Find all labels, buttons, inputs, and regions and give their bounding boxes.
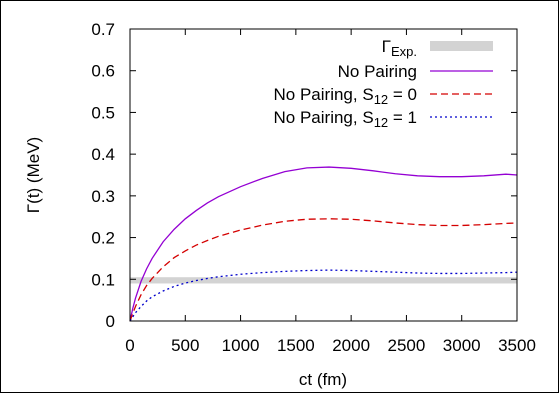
x-tick-label: 1000 <box>222 336 260 355</box>
legend-label-2: No Pairing, S12 = 1 <box>274 108 417 130</box>
y-tick-label: 0.3 <box>91 187 115 206</box>
x-tick-label: 3000 <box>443 336 481 355</box>
series-line-2 <box>129 269 518 322</box>
legend-swatch-band <box>430 41 493 51</box>
x-tick-label: 1500 <box>277 336 315 355</box>
band-exp <box>130 277 517 284</box>
series-line-0 <box>129 166 518 322</box>
y-tick-label: 0.6 <box>91 62 115 81</box>
x-tick-label: 0 <box>125 336 134 355</box>
y-tick-label: 0.4 <box>91 145 115 164</box>
y-tick-label: 0.2 <box>91 229 115 248</box>
y-tick-label: 0 <box>106 312 115 331</box>
y-tick-label: 0.1 <box>91 270 115 289</box>
ticks-layer: 0 500 1000 1500 2000 2500 3000 3500 0 0.1 0.2 0.3 0.… <box>91 20 536 355</box>
y-tick-label: 0.7 <box>91 20 115 39</box>
series-layer <box>129 166 518 322</box>
plot-frame <box>129 28 518 322</box>
legend-label-1: No Pairing, S12 = 0 <box>274 85 417 107</box>
series-line-1 <box>129 218 518 322</box>
y-axis-label: Γ(t) (MeV) <box>24 137 43 213</box>
band-layer <box>130 277 517 284</box>
y-tick-label: 0.5 <box>91 103 115 122</box>
x-tick-label: 500 <box>171 336 199 355</box>
legend-label-band: ΓExp. <box>382 37 417 59</box>
x-tick-label: 2500 <box>388 336 426 355</box>
x-tick-label: 2000 <box>332 336 370 355</box>
legend-label-0: No Pairing <box>338 62 417 81</box>
x-tick-label: 3500 <box>498 336 536 355</box>
x-axis-label: ct (fm) <box>299 370 347 389</box>
legend: ΓExp. No Pairing No Pairing, S12 = 0No Pai… <box>274 37 493 130</box>
